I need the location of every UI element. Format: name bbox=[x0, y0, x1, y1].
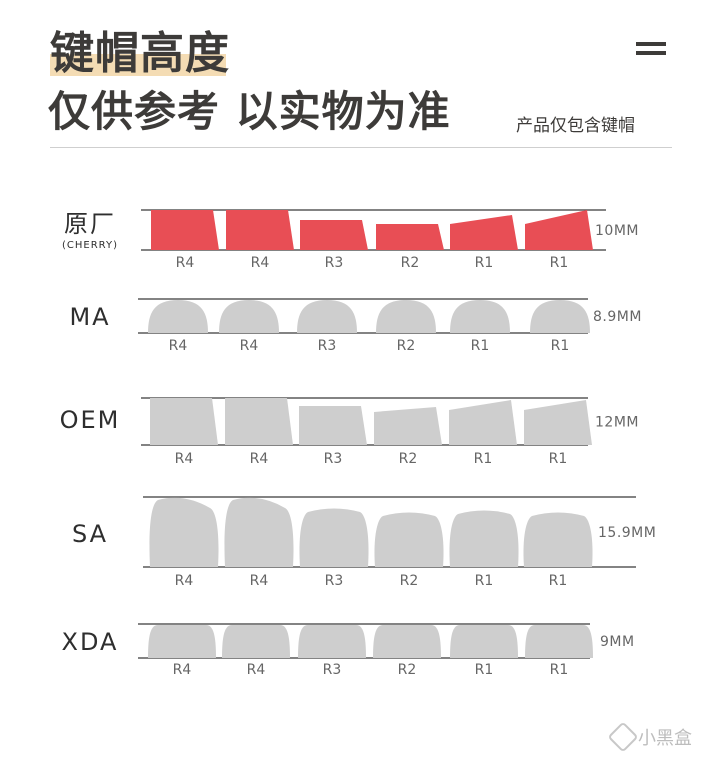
keycap-r4 bbox=[219, 300, 279, 333]
profile-name: MA bbox=[30, 303, 150, 331]
height-label: 10MM bbox=[595, 223, 639, 239]
keycap-r4 bbox=[150, 398, 218, 445]
profile-name: SA bbox=[30, 520, 150, 548]
keycap-r3 bbox=[299, 406, 367, 445]
header-divider bbox=[50, 147, 672, 148]
row-label: R4 bbox=[247, 662, 266, 678]
row-label: R3 bbox=[318, 338, 337, 354]
keycap-r4 bbox=[149, 497, 219, 567]
keycap-r1 bbox=[449, 400, 517, 445]
row-label: R4 bbox=[240, 338, 259, 354]
keycap-r4 bbox=[225, 398, 293, 445]
keycap-r3 bbox=[299, 508, 369, 567]
profile-name-main: MA bbox=[69, 303, 111, 331]
keycap-r4 bbox=[148, 300, 208, 333]
row-label: R2 bbox=[398, 662, 417, 678]
row-label: R4 bbox=[251, 255, 270, 271]
profile-name: 原厂 (CHERRY) bbox=[30, 210, 150, 252]
row-label: R4 bbox=[250, 573, 269, 589]
row-label: R1 bbox=[474, 451, 493, 467]
row-label: R3 bbox=[323, 662, 342, 678]
keycap-r1 bbox=[523, 512, 593, 567]
keycap-r1 bbox=[450, 625, 518, 658]
keycap-r2 bbox=[374, 407, 442, 445]
height-label: 9MM bbox=[600, 634, 635, 650]
keycap-r1 bbox=[525, 210, 593, 250]
row-label: R2 bbox=[400, 573, 419, 589]
profile-name: OEM bbox=[30, 406, 150, 434]
profile-row: R4 R4 R3 R2 R1 R1 9MM bbox=[138, 623, 635, 678]
profile-row: R4 R4 R3 R2 R1 R1 8.9MM bbox=[138, 298, 642, 354]
height-label: 8.9MM bbox=[593, 309, 642, 325]
row-label: R3 bbox=[325, 255, 344, 271]
row-label: R4 bbox=[173, 662, 192, 678]
row-label: R1 bbox=[475, 662, 494, 678]
product-note: 产品仅包含键帽 bbox=[516, 116, 635, 136]
row-label: R4 bbox=[176, 255, 195, 271]
profile-name-main: 原厂 bbox=[64, 210, 116, 238]
row-label: R4 bbox=[250, 451, 269, 467]
keycap-r3 bbox=[300, 220, 368, 250]
row-label: R4 bbox=[175, 573, 194, 589]
keycap-r1 bbox=[449, 510, 519, 567]
row-label: R3 bbox=[325, 573, 344, 589]
watermark: 小黑盒 bbox=[607, 721, 692, 753]
row-label: R1 bbox=[475, 573, 494, 589]
watermark-text: 小黑盒 bbox=[638, 728, 692, 749]
keycap-r4 bbox=[226, 210, 294, 250]
menu-icon[interactable] bbox=[636, 40, 666, 58]
profile-name-sub: (CHERRY) bbox=[62, 240, 118, 251]
row-label: R1 bbox=[549, 573, 568, 589]
keycap-r3 bbox=[297, 300, 357, 333]
keycap-r1 bbox=[525, 625, 593, 658]
profile-name-main: OEM bbox=[59, 406, 121, 434]
row-label: R1 bbox=[551, 338, 570, 354]
row-label: R2 bbox=[399, 451, 418, 467]
height-label: 12MM bbox=[595, 415, 639, 431]
keycap-r1 bbox=[524, 400, 592, 445]
keycap-r2 bbox=[374, 512, 444, 567]
keycap-r4 bbox=[148, 625, 216, 658]
profile-name-main: XDA bbox=[61, 628, 119, 656]
keycap-r4 bbox=[151, 210, 219, 250]
row-label: R4 bbox=[169, 338, 188, 354]
keycap-r1 bbox=[530, 300, 590, 333]
row-label: R1 bbox=[550, 255, 569, 271]
keycap-r2 bbox=[376, 300, 436, 333]
row-label: R3 bbox=[324, 451, 343, 467]
row-label: R1 bbox=[549, 451, 568, 467]
keycap-r3 bbox=[298, 625, 366, 658]
title-highlight bbox=[50, 54, 226, 76]
row-label: R2 bbox=[397, 338, 416, 354]
keycap-r1 bbox=[450, 215, 518, 250]
profile-name-main: SA bbox=[71, 520, 109, 548]
profile-row: R4 R4 R3 R2 R1 R1 10MM bbox=[141, 209, 639, 271]
profile-name: XDA bbox=[30, 628, 150, 656]
keycap-r4 bbox=[224, 497, 294, 567]
keycap-r1 bbox=[450, 300, 510, 333]
height-label: 15.9MM bbox=[598, 525, 656, 541]
keycap-r2 bbox=[376, 224, 444, 250]
row-label: R1 bbox=[475, 255, 494, 271]
keycap-r2 bbox=[373, 625, 441, 658]
profile-row: R4 R4 R3 R2 R1 R1 12MM bbox=[141, 397, 639, 467]
page-subtitle: 仅供参考 以实物为准 bbox=[48, 87, 451, 136]
row-label: R1 bbox=[471, 338, 490, 354]
keycap-r4 bbox=[222, 625, 290, 658]
row-label: R1 bbox=[550, 662, 569, 678]
profile-row: R4 R4 R3 R2 R1 R1 15.9MM bbox=[143, 496, 656, 589]
page-title: 键帽高度 bbox=[50, 28, 230, 79]
row-label: R2 bbox=[401, 255, 420, 271]
watermark-logo-icon bbox=[607, 721, 639, 753]
row-label: R4 bbox=[175, 451, 194, 467]
